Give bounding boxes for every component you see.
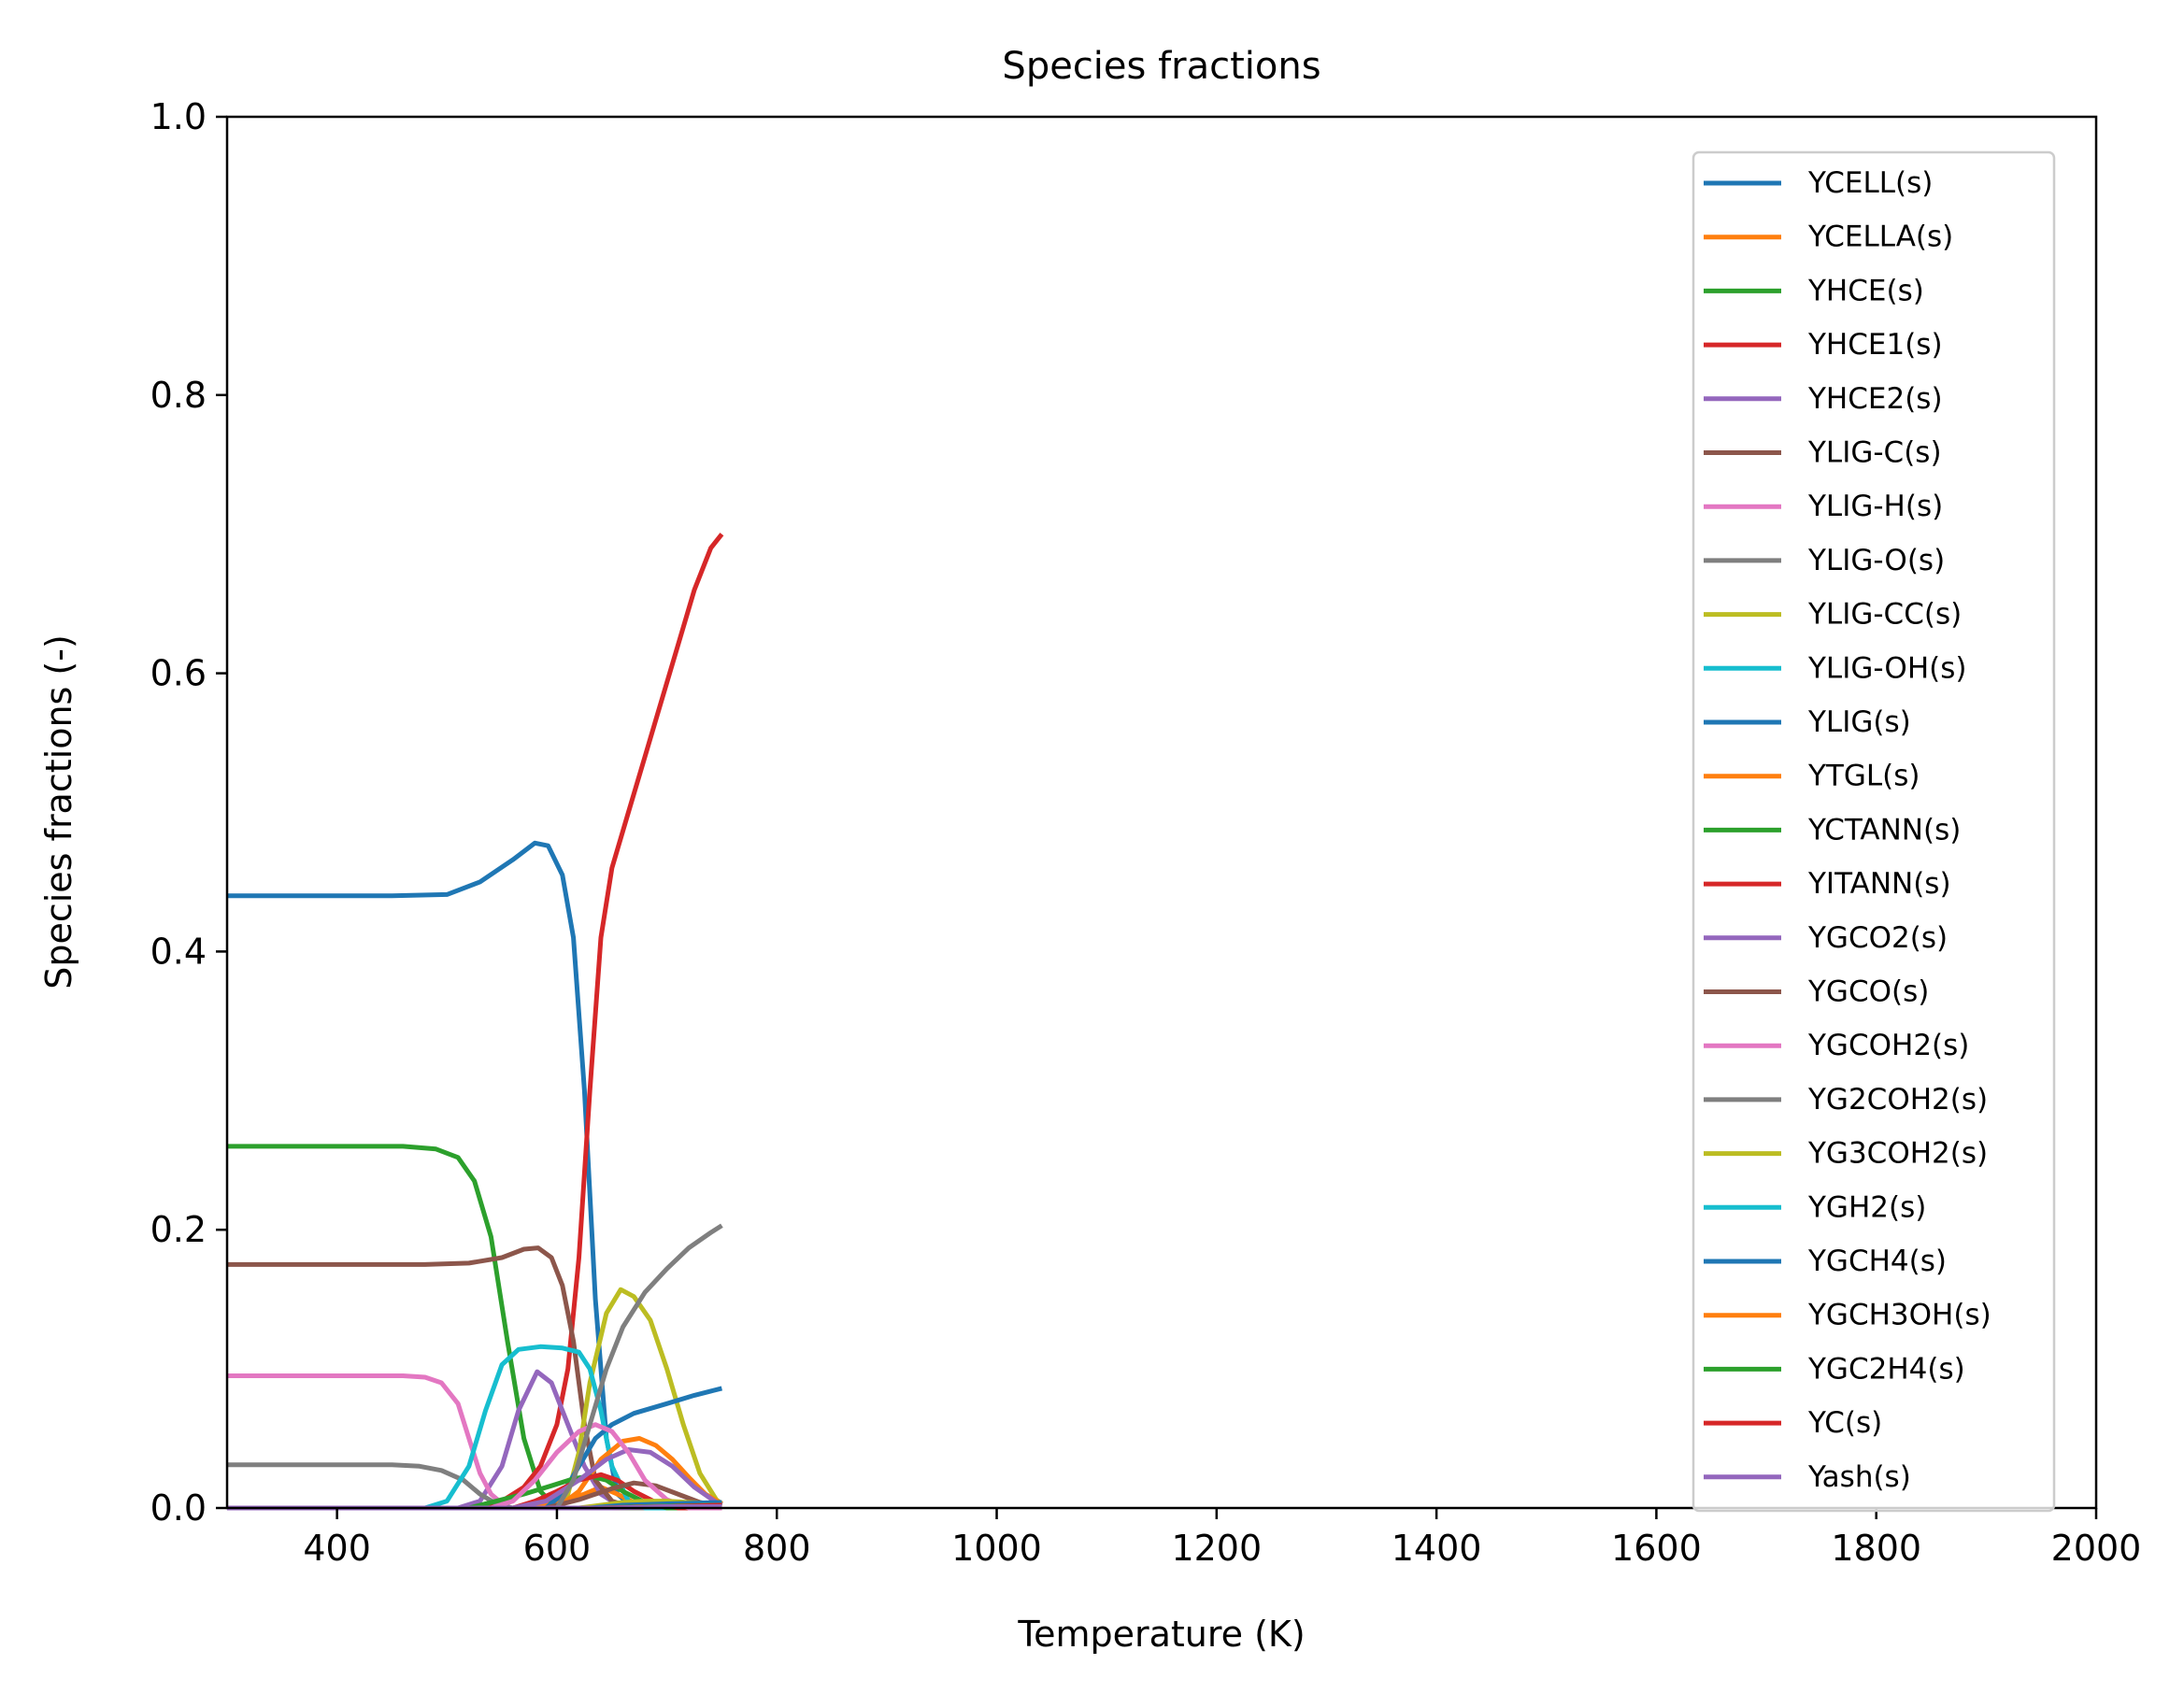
legend-label: YLIG-H(s) — [1807, 490, 1943, 523]
legend-label: YCTANN(s) — [1807, 813, 1961, 846]
legend-label: YGCH4(s) — [1807, 1245, 1947, 1278]
series-line-17 — [227, 1223, 723, 1511]
series-line-10 — [227, 1386, 723, 1511]
chart-title: Species fractions — [1002, 45, 1320, 88]
legend: YCELL(s) YCELLA(s) YHCE(s) YHCE1(s) YHCE2(s)… — [1692, 150, 2056, 1513]
x-axis-label: Temperature (K) — [1017, 1614, 1305, 1655]
legend-label: YLIG-O(s) — [1807, 544, 1945, 577]
legend-label: YGH2(s) — [1807, 1190, 1926, 1224]
x-tick-label: 1800 — [1831, 1528, 1921, 1569]
plot-frame — [225, 115, 2098, 1510]
legend-label: YCELL(s) — [1807, 166, 1933, 200]
legend-label: YGCOH2(s) — [1807, 1029, 1969, 1062]
legend-label: YGCO2(s) — [1807, 921, 1948, 955]
y-tick-label: 0.8 — [150, 375, 207, 416]
x-tick-label: 2000 — [2051, 1528, 2142, 1569]
legend-label: YTGL(s) — [1807, 760, 1920, 793]
y-tick-label: 0.6 — [150, 653, 207, 694]
x-tick-label: 800 — [743, 1528, 811, 1569]
y-tick-label: 0.2 — [150, 1209, 207, 1250]
x-tick-label: 1000 — [951, 1528, 1042, 1569]
legend-label: YHCE2(s) — [1807, 382, 1943, 416]
legend-label: YCELLA(s) — [1807, 221, 1953, 254]
legend-label: YGC2H4(s) — [1807, 1352, 1965, 1386]
legend-label: YC(s) — [1807, 1406, 1882, 1440]
legend-label: YG3COH2(s) — [1807, 1137, 1988, 1171]
x-tick-label: 1200 — [1171, 1528, 1262, 1569]
legend-label: YGCO(s) — [1807, 975, 1929, 1009]
series-line-4 — [227, 1369, 722, 1511]
legend-label: YHCE(s) — [1807, 274, 1924, 307]
x-tick-label: 600 — [523, 1528, 592, 1569]
x-axis-ticks: 400 600 800 1000 1200 1400 1600 1800 2000 — [303, 1508, 2141, 1569]
x-tick-label: 1400 — [1392, 1528, 1482, 1569]
legend-label: YLIG-C(s) — [1807, 436, 1942, 470]
series-line-3 — [227, 533, 724, 1511]
legend-label: YGCH3OH(s) — [1807, 1299, 1991, 1332]
y-tick-label: 1.0 — [150, 96, 207, 137]
legend-label: YITANN(s) — [1807, 867, 1951, 901]
x-tick-label: 400 — [303, 1528, 371, 1569]
legend-label: YG2COH2(s) — [1807, 1083, 1988, 1117]
legend-label: YHCE1(s) — [1807, 328, 1943, 362]
legend-label: Yash(s) — [1807, 1460, 1911, 1494]
series-line-11 — [227, 1436, 723, 1511]
legend-box — [1692, 150, 2056, 1513]
y-axis-label: Species fractions (-) — [38, 634, 79, 989]
legend-label: YLIG-OH(s) — [1807, 651, 1966, 685]
y-tick-label: 0.0 — [150, 1487, 207, 1529]
y-axis-ticks: 0.0 0.2 0.4 0.6 0.8 1.0 — [150, 96, 227, 1529]
series-line-0 — [227, 840, 722, 1511]
legend-label: YLIG(s) — [1807, 705, 1911, 739]
y-tick-label: 0.4 — [150, 931, 207, 972]
series-line-5 — [227, 1245, 722, 1511]
x-tick-label: 1600 — [1611, 1528, 1702, 1569]
legend-label: YLIG-CC(s) — [1807, 598, 1962, 632]
